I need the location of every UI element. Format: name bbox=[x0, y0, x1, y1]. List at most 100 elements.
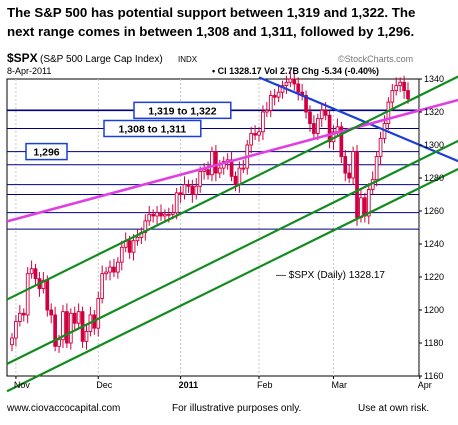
candle-body bbox=[163, 213, 167, 217]
stats-label: • Cl 1328.17 Vol 2.7B Chg -5.34 (-0.40%) bbox=[212, 66, 379, 76]
candle-body bbox=[272, 95, 277, 98]
y-tick-label: 1260 bbox=[424, 206, 444, 216]
candle-body bbox=[304, 95, 308, 113]
x-tick-label: Dec bbox=[96, 380, 113, 390]
candle-body bbox=[206, 169, 210, 176]
trendline-green bbox=[6, 139, 458, 365]
candle-body bbox=[25, 273, 30, 316]
candle-body bbox=[214, 151, 218, 174]
candle-body bbox=[104, 271, 108, 275]
candle-body bbox=[14, 321, 18, 339]
support-label-text: 1,296 bbox=[33, 147, 59, 159]
candle-body bbox=[182, 184, 187, 195]
candle-body bbox=[312, 123, 316, 134]
candle-body bbox=[84, 331, 89, 342]
candle-body bbox=[268, 95, 273, 111]
candle-body bbox=[265, 109, 269, 113]
candle-body bbox=[288, 78, 293, 83]
candle-body bbox=[394, 85, 399, 91]
candle-body bbox=[112, 266, 116, 273]
candle-body bbox=[406, 90, 410, 100]
candle-body bbox=[135, 236, 140, 242]
x-axis: Nov Dec 2011 Feb Mar Apr bbox=[14, 376, 432, 390]
x-tick-label: 2011 bbox=[179, 380, 199, 390]
trendlines bbox=[6, 75, 458, 393]
candle-body bbox=[327, 114, 332, 143]
candle-body bbox=[355, 151, 359, 219]
candle-body bbox=[61, 311, 65, 341]
y-tick-label: 1240 bbox=[424, 239, 444, 249]
x-tick-label: Feb bbox=[257, 380, 273, 390]
chart-legend: — $SPX (Daily) 1328.17 bbox=[276, 270, 385, 281]
candle-body bbox=[347, 172, 352, 179]
candle-body bbox=[194, 185, 199, 195]
candle-body bbox=[49, 309, 54, 316]
y-tick-label: 1220 bbox=[424, 272, 444, 282]
candle-body bbox=[10, 337, 14, 346]
candle-body bbox=[363, 197, 367, 217]
symbol-label: $SPX bbox=[7, 51, 38, 65]
candle-body bbox=[339, 126, 344, 157]
y-tick-label: 1180 bbox=[424, 338, 443, 348]
candle-body bbox=[398, 81, 403, 87]
candle-body bbox=[76, 311, 81, 324]
candle-body bbox=[190, 185, 195, 195]
candle-body bbox=[217, 167, 222, 174]
y-tick-label: 1300 bbox=[424, 140, 444, 150]
candle-body bbox=[198, 170, 203, 187]
candle-body bbox=[308, 111, 312, 125]
candle-body bbox=[249, 132, 254, 146]
date-label: 8-Apr-2011 bbox=[7, 66, 51, 76]
y-tick-label: 1340 bbox=[424, 74, 444, 84]
candle-body bbox=[108, 266, 112, 273]
candle-body bbox=[253, 132, 257, 136]
y-tick-label: 1320 bbox=[424, 107, 444, 117]
candle-body bbox=[155, 212, 159, 217]
candle-body bbox=[174, 192, 179, 214]
candle-body bbox=[45, 279, 50, 311]
candle-body bbox=[29, 268, 34, 275]
y-tick-label: 1200 bbox=[424, 305, 444, 315]
candle-body bbox=[257, 131, 261, 136]
stockcharts-brand: ©StockCharts.com bbox=[338, 54, 413, 64]
footer-note: For illustrative purposes only. bbox=[172, 403, 302, 414]
candle-body bbox=[292, 78, 297, 85]
y-tick-label: 1280 bbox=[424, 173, 444, 183]
trendline-green bbox=[6, 167, 458, 393]
candles bbox=[10, 70, 410, 353]
candle-body bbox=[366, 189, 371, 217]
candle-body bbox=[233, 175, 238, 186]
candle-body bbox=[261, 111, 265, 133]
plot-area bbox=[6, 78, 420, 377]
index-name-label: (S&P 500 Large Cap Index) bbox=[40, 54, 163, 65]
candle-body bbox=[72, 312, 77, 324]
candle-body bbox=[159, 212, 163, 217]
candle-body bbox=[390, 90, 395, 103]
candle-body bbox=[53, 314, 57, 347]
candle-body bbox=[21, 312, 26, 316]
candle-body bbox=[186, 184, 191, 187]
candle-body bbox=[210, 151, 214, 176]
candle-body bbox=[323, 109, 328, 116]
candle-body bbox=[276, 91, 281, 98]
candle-body bbox=[17, 312, 22, 322]
candle-body bbox=[143, 220, 148, 233]
trendline-magenta bbox=[6, 98, 458, 223]
candle-body bbox=[378, 137, 383, 157]
candle-body bbox=[166, 213, 171, 216]
footer-risk: Use at own risk. bbox=[358, 403, 430, 414]
candle-body bbox=[127, 240, 132, 253]
support-label-text: 1,319 to 1,322 bbox=[148, 105, 216, 117]
candle-body bbox=[296, 83, 301, 93]
headline: The S&P 500 has potential support betwee… bbox=[7, 3, 457, 41]
candle-body bbox=[202, 169, 206, 172]
candle-body bbox=[319, 109, 324, 120]
support-label-text: 1,308 to 1,311 bbox=[119, 124, 187, 136]
candle-body bbox=[170, 212, 175, 215]
candle-body bbox=[119, 246, 124, 263]
candle-body bbox=[284, 81, 289, 87]
y-axis: 1160 1180 1200 1220 1240 1260 1280 1300 1320 1340 bbox=[419, 74, 444, 381]
candle-body bbox=[237, 167, 242, 186]
candle-body bbox=[402, 81, 406, 92]
